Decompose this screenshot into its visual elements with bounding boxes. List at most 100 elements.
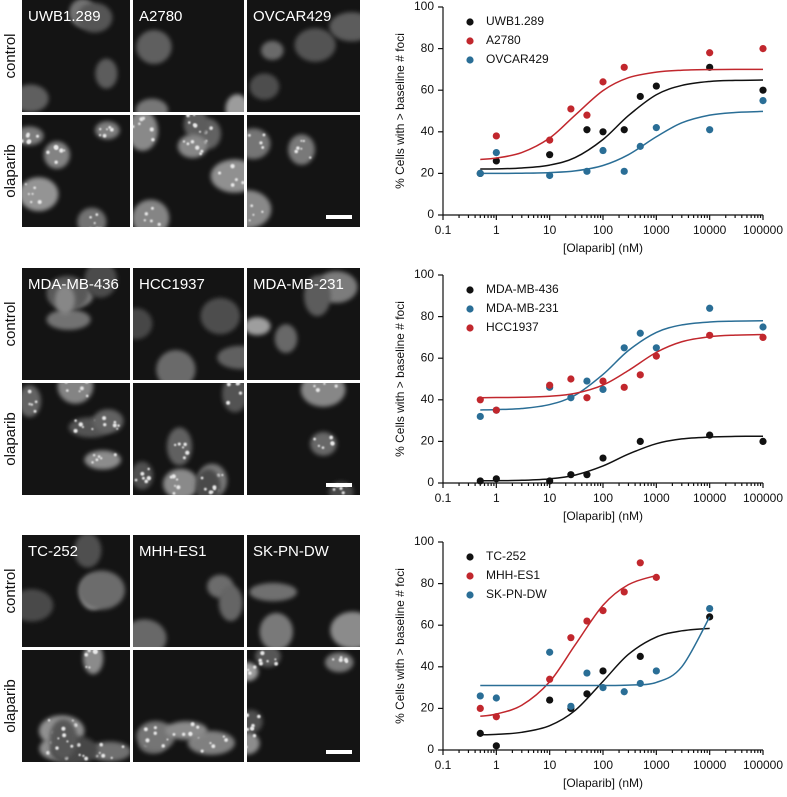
focus bbox=[313, 384, 316, 388]
focus bbox=[91, 461, 94, 464]
cell-line-label: MDA-MB-436 bbox=[28, 276, 119, 293]
data-point bbox=[636, 92, 644, 101]
focus bbox=[153, 731, 157, 735]
cells bbox=[247, 650, 354, 755]
focus bbox=[99, 127, 102, 131]
focus bbox=[84, 756, 89, 761]
cells bbox=[249, 12, 360, 100]
focus bbox=[175, 478, 179, 481]
focus bbox=[196, 725, 200, 729]
nucleus bbox=[95, 121, 120, 140]
focus bbox=[247, 134, 251, 137]
x-tick-label: 1 bbox=[493, 758, 500, 772]
focus bbox=[190, 140, 195, 144]
focus bbox=[92, 454, 96, 457]
focus bbox=[161, 744, 165, 748]
nucleus bbox=[135, 98, 169, 112]
micrograph: MDA-MB-436 bbox=[22, 268, 130, 380]
legend-marker bbox=[466, 324, 474, 332]
x-axis-label: [Olaparib] (nM) bbox=[563, 776, 643, 790]
focus bbox=[73, 428, 78, 433]
focus bbox=[87, 650, 91, 653]
data-point bbox=[706, 613, 714, 621]
chart: 0 20 40 60 80 100 0.1 1 10 100 1000 10000 100000 [Ola… bbox=[393, 0, 783, 255]
x-tick-label: 10000 bbox=[693, 758, 727, 772]
legend-marker bbox=[466, 56, 474, 64]
nucleus bbox=[22, 177, 59, 212]
data-point bbox=[620, 63, 628, 71]
data-point bbox=[583, 669, 591, 677]
focus bbox=[28, 390, 31, 393]
x-tick-label: 100000 bbox=[743, 223, 783, 237]
x-axis-label: [Olaparib] (nM) bbox=[563, 509, 643, 523]
focus bbox=[334, 384, 338, 388]
focus bbox=[247, 713, 250, 718]
legend-label: HCC1937 bbox=[486, 320, 539, 334]
data-point bbox=[759, 437, 767, 445]
data-point bbox=[620, 383, 628, 391]
y-tick-label: 20 bbox=[421, 434, 435, 448]
nucleus bbox=[133, 619, 167, 647]
focus bbox=[46, 750, 50, 755]
focus bbox=[26, 139, 31, 145]
focus bbox=[105, 128, 109, 131]
y-tick-label: 60 bbox=[421, 82, 435, 96]
focus bbox=[248, 219, 251, 222]
cells bbox=[38, 650, 130, 762]
y-tick-label: 0 bbox=[427, 207, 434, 221]
nucleus bbox=[303, 275, 331, 317]
focus bbox=[99, 742, 103, 747]
focus bbox=[62, 733, 67, 738]
nucleus bbox=[136, 29, 172, 65]
focus bbox=[261, 146, 265, 149]
x-tick-label: 100 bbox=[593, 758, 613, 772]
focus bbox=[296, 146, 300, 150]
cell-line-label: SK-PN-DW bbox=[253, 543, 330, 560]
x-tick-label: 0.1 bbox=[435, 758, 452, 772]
data-point bbox=[546, 171, 554, 180]
focus bbox=[258, 661, 263, 666]
x-tick-label: 100000 bbox=[743, 758, 783, 772]
y-tick-label: 100 bbox=[414, 534, 434, 548]
data-point bbox=[567, 634, 575, 642]
nucleus bbox=[294, 28, 336, 62]
data-point bbox=[652, 352, 660, 360]
focus bbox=[116, 427, 119, 430]
focus bbox=[149, 219, 153, 223]
focus bbox=[133, 125, 135, 129]
image-row: TC-252 MHH-ES1 SK-PN-DW control bbox=[2, 535, 360, 647]
legend-marker bbox=[466, 18, 474, 26]
focus bbox=[195, 145, 200, 150]
data-point bbox=[636, 652, 644, 661]
image-row: olaparib bbox=[2, 115, 360, 227]
focus bbox=[112, 423, 117, 428]
focus bbox=[181, 732, 186, 736]
row-label: control bbox=[2, 33, 19, 78]
data-point bbox=[620, 126, 628, 134]
focus bbox=[73, 723, 78, 728]
legend-label: MDA-MB-436 bbox=[486, 282, 559, 296]
data-point bbox=[546, 696, 554, 704]
focus bbox=[25, 133, 30, 138]
focus bbox=[341, 491, 345, 495]
focus bbox=[190, 722, 195, 727]
data-point bbox=[599, 78, 607, 86]
data-point bbox=[652, 124, 660, 132]
nucleus bbox=[325, 652, 354, 673]
nucleus bbox=[84, 268, 117, 298]
data-point bbox=[620, 167, 628, 175]
legend-marker bbox=[466, 37, 474, 45]
row-label: olaparib bbox=[2, 679, 19, 732]
legend-label: SK-PN-DW bbox=[486, 587, 547, 601]
focus bbox=[241, 181, 244, 185]
x-tick-label: 1 bbox=[493, 491, 500, 505]
data-point bbox=[492, 157, 500, 165]
nucleus bbox=[247, 190, 272, 227]
micrograph: UWB1.289 bbox=[22, 0, 130, 112]
nucleus bbox=[217, 345, 244, 370]
data-point bbox=[583, 126, 591, 134]
micrograph: HCC1937 bbox=[133, 268, 244, 380]
micrograph: A2780 bbox=[133, 0, 244, 112]
focus bbox=[262, 133, 266, 137]
